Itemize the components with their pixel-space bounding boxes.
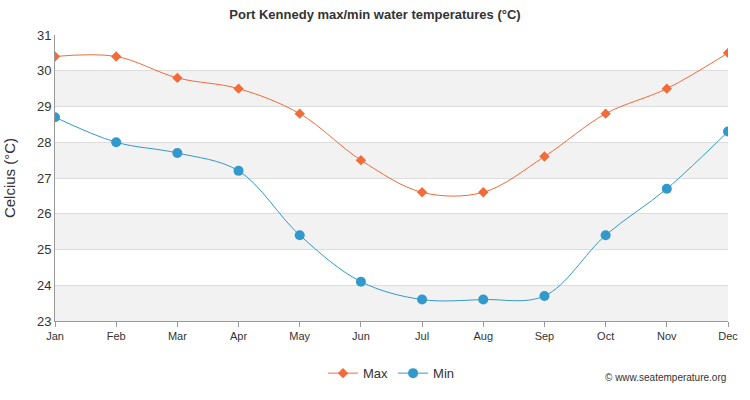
svg-text:Apr: Apr [230,330,247,342]
svg-text:Min: Min [433,366,454,381]
svg-text:29: 29 [37,99,51,114]
svg-text:26: 26 [37,206,51,221]
svg-text:Sep: Sep [535,330,555,342]
svg-text:23: 23 [37,314,51,329]
svg-text:30: 30 [37,63,51,78]
svg-text:Aug: Aug [473,330,493,342]
svg-text:28: 28 [37,135,51,150]
svg-text:27: 27 [37,171,51,186]
svg-text:Oct: Oct [597,330,614,342]
svg-text:Mar: Mar [168,330,187,342]
svg-text:Celcius (°C): Celcius (°C) [1,138,18,218]
svg-text:Jun: Jun [352,330,370,342]
svg-text:Port Kennedy max/min water tem: Port Kennedy max/min water temperatures … [229,7,520,22]
svg-text:Nov: Nov [657,330,677,342]
svg-text:Jul: Jul [415,330,429,342]
svg-text:Dec: Dec [718,330,738,342]
svg-text:25: 25 [37,242,51,257]
svg-text:Max: Max [363,366,388,381]
svg-text:© www.seatemperature.org: © www.seatemperature.org [605,372,726,383]
svg-text:24: 24 [37,278,51,293]
svg-text:Jan: Jan [46,330,64,342]
svg-text:Feb: Feb [107,330,126,342]
svg-text:May: May [289,330,310,342]
svg-text:31: 31 [37,28,51,43]
